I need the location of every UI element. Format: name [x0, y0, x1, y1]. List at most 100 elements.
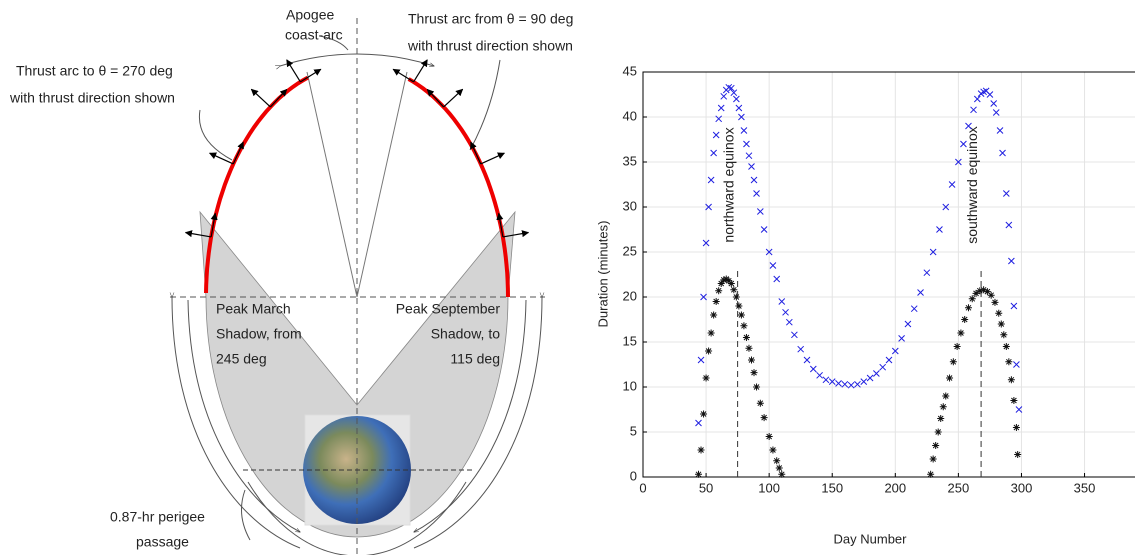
point — [756, 208, 764, 215]
thrust-arcs — [184, 59, 530, 298]
y-tick-label: 25 — [623, 243, 637, 258]
annotation: northward equinox — [720, 127, 736, 242]
label: Shadow, to — [431, 326, 500, 342]
point — [1010, 397, 1018, 404]
point — [991, 298, 999, 306]
point — [700, 293, 707, 301]
point — [760, 414, 768, 422]
point — [756, 399, 764, 407]
point — [841, 380, 849, 388]
point — [932, 442, 940, 449]
point — [803, 356, 811, 364]
thrust-arrow — [426, 88, 445, 108]
point — [835, 380, 842, 387]
point — [873, 370, 880, 377]
point — [929, 455, 937, 463]
point — [782, 308, 789, 316]
point — [695, 419, 702, 427]
point — [934, 428, 942, 436]
point — [785, 318, 793, 326]
y-tick-label: 40 — [623, 108, 637, 123]
point — [955, 158, 962, 166]
point — [775, 464, 783, 472]
label: 245 deg — [216, 351, 267, 367]
point — [778, 298, 786, 305]
point — [705, 203, 712, 211]
point — [695, 470, 703, 478]
point — [960, 140, 967, 148]
thrust-arrow — [496, 212, 504, 238]
point — [939, 403, 947, 411]
coast-line — [306, 71, 358, 298]
point — [891, 347, 899, 355]
shadow-region — [199, 210, 516, 538]
label: Peak September — [396, 301, 501, 317]
point — [942, 203, 950, 211]
point — [707, 329, 715, 337]
point — [737, 311, 745, 319]
point — [997, 320, 1005, 328]
point — [999, 149, 1006, 157]
point — [727, 280, 735, 287]
axis-frame — [642, 71, 1135, 478]
outer-arc — [172, 297, 301, 549]
point — [995, 309, 1003, 317]
leader — [319, 35, 349, 51]
y-tick-label: 20 — [623, 288, 637, 303]
point — [904, 320, 912, 328]
point — [1008, 257, 1015, 265]
point — [769, 262, 777, 269]
thrust-arrow — [413, 59, 428, 83]
point — [735, 104, 743, 112]
point — [980, 286, 988, 294]
thrust-arrow — [210, 212, 218, 238]
point — [745, 344, 753, 352]
point — [957, 329, 965, 337]
point — [730, 286, 738, 294]
thrust-arrow — [392, 68, 414, 83]
point — [705, 347, 713, 355]
point — [765, 433, 773, 440]
point — [720, 92, 728, 100]
point — [740, 322, 748, 330]
point — [715, 287, 723, 295]
point — [710, 311, 718, 319]
point — [715, 115, 723, 123]
point — [702, 374, 710, 382]
x-axis-label: Day Number — [834, 531, 908, 546]
point — [700, 410, 708, 418]
annotation: southward equinox — [964, 126, 980, 244]
point — [953, 343, 961, 350]
point — [992, 109, 1000, 116]
point — [964, 304, 972, 312]
point — [735, 302, 743, 310]
point — [1005, 358, 1013, 366]
coast-arc — [280, 53, 434, 66]
point — [712, 131, 720, 139]
outer-arc — [413, 297, 542, 549]
point — [965, 122, 972, 130]
point — [937, 415, 945, 422]
point — [738, 113, 745, 121]
point — [968, 295, 976, 303]
point — [760, 226, 768, 233]
point — [697, 356, 705, 364]
point — [773, 275, 781, 283]
point — [730, 89, 738, 97]
point — [879, 363, 887, 371]
thrust-arrow — [480, 152, 506, 165]
label: Thrust arc to θ = 270 deg — [16, 63, 173, 79]
point — [743, 140, 750, 148]
point — [948, 181, 956, 188]
point — [987, 291, 995, 299]
point — [1012, 424, 1020, 431]
point — [748, 163, 755, 170]
point — [707, 176, 715, 184]
y-axis-label: Duration (minutes) — [595, 221, 610, 328]
point — [722, 275, 730, 283]
point — [816, 371, 823, 379]
label: Apogee — [286, 7, 334, 23]
thrust-arrow — [269, 88, 288, 108]
point — [996, 127, 1004, 134]
